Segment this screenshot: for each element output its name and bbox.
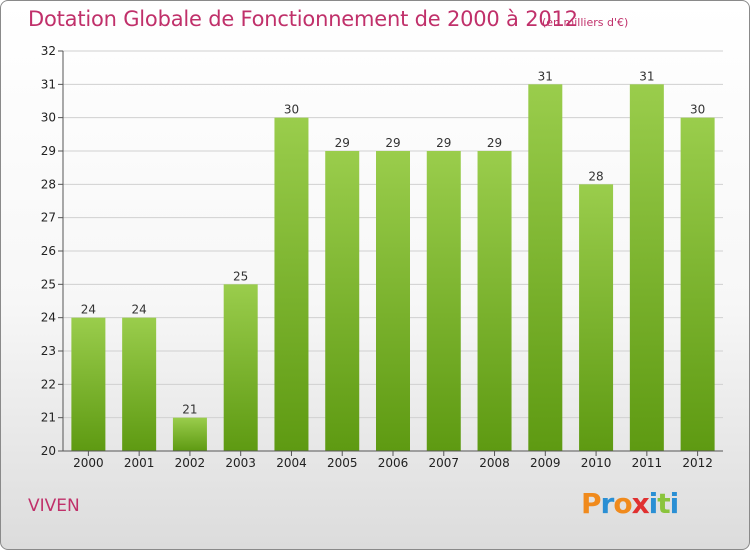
logo-letter: i <box>669 487 680 520</box>
y-tick-label: 29 <box>41 144 56 158</box>
commune-name: VIVEN <box>28 496 80 516</box>
y-tick-label: 31 <box>41 77 56 91</box>
bar <box>325 151 360 451</box>
y-tick-label: 25 <box>41 277 56 291</box>
units-note: (en milliers d'€) <box>542 16 629 29</box>
value-label: 25 <box>233 269 248 283</box>
bar <box>426 151 461 451</box>
proxiti-logo: Proxiti <box>581 487 680 520</box>
y-tick-label: 30 <box>41 111 56 125</box>
x-tick-label: 2010 <box>581 456 612 470</box>
y-tick-label: 24 <box>41 311 56 325</box>
y-tick-label: 21 <box>41 411 56 425</box>
y-tick-label: 22 <box>41 377 56 391</box>
logo-letter: r <box>600 487 615 520</box>
value-label: 21 <box>182 403 197 417</box>
bar <box>680 117 715 452</box>
x-tick-label: 2006 <box>378 456 409 470</box>
x-tick-label: 2009 <box>530 456 561 470</box>
logo-letter: t <box>657 487 670 520</box>
bar <box>172 417 207 451</box>
x-tick-label: 2012 <box>682 456 713 470</box>
bar <box>629 84 664 451</box>
axes <box>58 50 723 456</box>
y-tick-label: 20 <box>41 444 56 458</box>
x-tick-label: 2005 <box>327 456 358 470</box>
value-label: 28 <box>588 169 603 183</box>
x-tick-label: 2001 <box>124 456 155 470</box>
x-tick-label: 2011 <box>632 456 663 470</box>
x-tick-label: 2000 <box>73 456 104 470</box>
logo-letter: P <box>581 487 602 520</box>
bar <box>274 117 309 452</box>
value-label: 29 <box>385 136 400 150</box>
bar <box>223 284 258 451</box>
bar <box>376 151 410 451</box>
value-label: 24 <box>81 303 96 317</box>
value-label: 29 <box>335 136 350 150</box>
value-label: 24 <box>132 303 147 317</box>
logo-letter: o <box>613 487 632 520</box>
value-label: 29 <box>436 136 451 150</box>
y-tick-label: 26 <box>41 244 56 258</box>
x-tick-label: 2003 <box>225 456 256 470</box>
value-label: 31 <box>538 69 553 83</box>
logo-letter: x <box>631 487 650 520</box>
labels: 20 21 22 23 24 25 26 27 28 29 30 31 32 24 2000 24 2001 21… <box>41 44 713 470</box>
x-tick-label: 2002 <box>175 456 206 470</box>
y-tick-label: 32 <box>41 44 56 58</box>
bars <box>71 84 715 452</box>
value-label: 29 <box>487 136 502 150</box>
value-label: 31 <box>639 69 654 83</box>
y-tick-label: 23 <box>41 344 56 358</box>
y-tick-label: 28 <box>41 177 56 191</box>
value-label: 30 <box>690 103 705 117</box>
x-tick-label: 2004 <box>276 456 307 470</box>
bar <box>71 317 106 451</box>
bar <box>528 84 563 451</box>
y-tick-label: 27 <box>41 211 56 225</box>
bar <box>477 151 512 451</box>
x-tick-label: 2007 <box>428 456 459 470</box>
chart-title: Dotation Globale de Fonctionnement de 20… <box>28 7 578 31</box>
bar <box>579 184 614 452</box>
x-tick-label: 2008 <box>479 456 510 470</box>
bar <box>122 317 157 451</box>
value-label: 30 <box>284 103 299 117</box>
logo-letter: i <box>648 487 659 520</box>
